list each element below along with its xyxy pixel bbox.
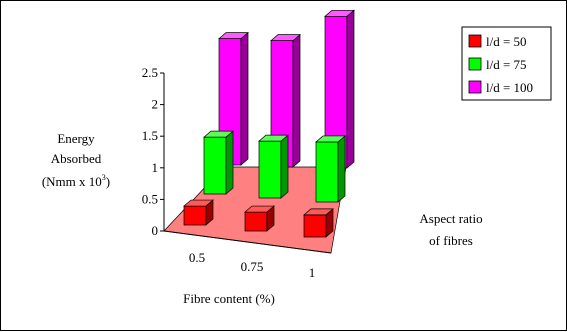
x-tick-label: 0.75 <box>241 259 264 274</box>
y-tick-label: 1 <box>152 160 159 175</box>
bar-side-face <box>337 135 346 203</box>
legend-label-ld100: l/d = 100 <box>486 80 533 95</box>
bar-ld75-05 <box>203 130 234 195</box>
bar-side-face <box>280 134 289 199</box>
x-tick-label: 1 <box>309 265 316 280</box>
bar-ld75-075 <box>258 134 289 199</box>
bar-side-face <box>346 9 355 169</box>
bar-ld50-075 <box>244 205 275 232</box>
bar-side-face <box>292 33 301 168</box>
legend-swatch-ld75 <box>468 57 482 71</box>
bar-top-face <box>303 208 334 216</box>
depth-axis-label-line2: of fibres <box>429 233 473 248</box>
bar-top-face <box>315 135 346 143</box>
bar-top-face <box>218 32 249 39</box>
y-axis-label-line1: Energy <box>57 131 95 146</box>
x-axis-ticks: 0.5 0.75 1 <box>189 250 315 280</box>
bar-ld50-1 <box>303 208 334 238</box>
x-axis-line <box>163 230 332 254</box>
legend: l/d = 50 l/d = 75 l/d = 100 <box>461 26 552 101</box>
y-tick-label: 2.5 <box>142 65 158 80</box>
y-tick-label: 2 <box>152 97 159 112</box>
bar-front-face <box>203 136 227 195</box>
y-axis-label-units-exp: 3 <box>102 173 106 182</box>
legend-swatch-ld100 <box>468 80 482 94</box>
y-tick-label: 1.5 <box>142 128 158 143</box>
bar-top-face <box>203 130 234 138</box>
y-axis-label-units: (Nmm x 103) <box>42 173 110 189</box>
y-axis-ticks: 0 0.5 1 1.5 2 2.5 <box>142 65 164 238</box>
bar-top-face <box>244 205 275 213</box>
y-axis-label-units-base: (Nmm x 10 <box>42 174 102 189</box>
bar-front-face <box>315 141 339 203</box>
bar-front-face <box>258 140 282 199</box>
bar-top-face <box>270 34 301 41</box>
y-tick-label: 0 <box>152 223 159 238</box>
bars-group <box>183 9 355 238</box>
bar-top-face <box>324 9 355 17</box>
bar-front-face <box>303 214 327 238</box>
depth-axis-label-line1: Aspect ratio <box>419 211 482 226</box>
legend-label-ld50: l/d = 50 <box>486 34 527 49</box>
y-axis-label-line2: Absorbed <box>51 151 102 166</box>
legend-label-ld75: l/d = 75 <box>486 57 527 72</box>
legend-swatch-ld50 <box>468 34 482 48</box>
bar-ld50-05 <box>183 199 214 226</box>
bar-ld100-1 <box>324 9 355 169</box>
bar-ld75-1 <box>315 135 346 203</box>
bar-top-face <box>258 134 289 142</box>
y-axis-label-units-close: ) <box>106 174 110 189</box>
x-axis-label: Fibre content (%) <box>183 291 275 306</box>
bar-side-face <box>225 130 234 195</box>
bar-side-face <box>240 31 249 166</box>
bar-top-face <box>183 199 214 207</box>
bar-front-face <box>244 211 268 232</box>
y-tick-label: 0.5 <box>142 191 158 206</box>
x-tick-label: 0.5 <box>189 250 205 265</box>
bar-front-face <box>183 205 207 226</box>
